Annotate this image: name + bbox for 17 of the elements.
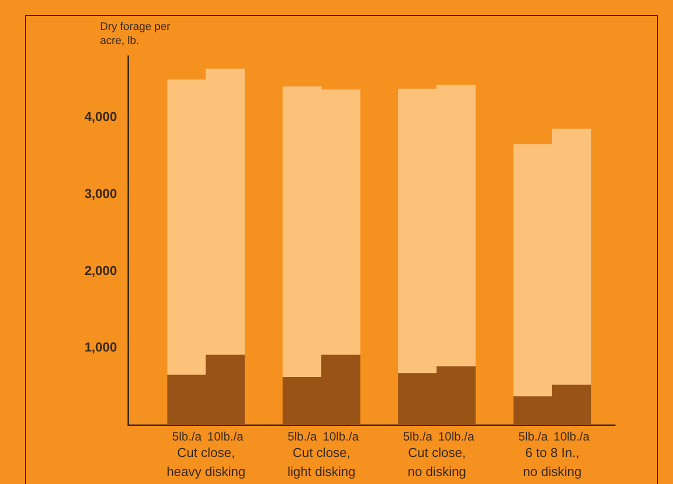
x-tick-label: 5lb./a [288, 429, 318, 444]
x-tick-label: 10lb./a [207, 429, 244, 444]
y-tick-label: 1,000 [84, 340, 117, 355]
text: Cut close, light disking [288, 445, 356, 480]
x-tick-label: 10lb./a [438, 429, 474, 444]
text: Cut close, no disking [408, 445, 466, 480]
x-tick-label: 5lb./a [402, 429, 433, 444]
x-tick-label: 10lb./a [554, 429, 590, 444]
y-tick-label: 4,000 [84, 109, 117, 124]
text: 6 to 8 In., no disking [523, 445, 582, 480]
x-tick-label: 10lb./a [322, 429, 360, 444]
x-tick-label: 5lb./a [172, 429, 202, 444]
y-tick-label: 2,000 [84, 262, 117, 278]
y-axis-title: Dry forage per acre, lb. [100, 20, 172, 48]
y-tick-label: 3,000 [84, 186, 117, 201]
text: Cut close, heavy disking [166, 445, 246, 480]
x-tick-label: 5lb./a [518, 429, 548, 444]
